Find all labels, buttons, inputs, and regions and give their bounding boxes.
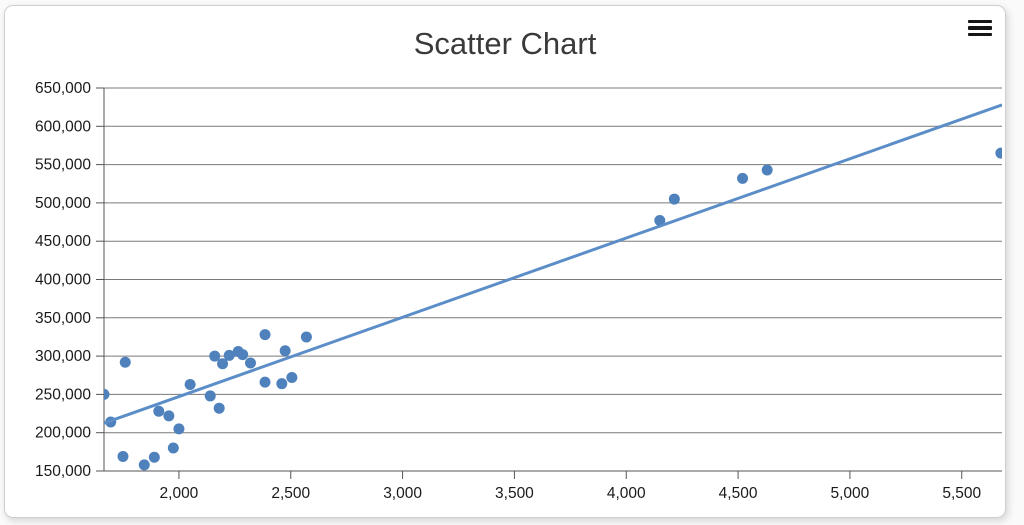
y-axis-label: 200,000 [35, 425, 91, 442]
export-menu-button[interactable] [964, 14, 996, 42]
y-axis-label: 600,000 [35, 118, 91, 135]
scatter-series [104, 147, 1002, 471]
x-axis-label: 2,500 [271, 485, 310, 502]
data-point [213, 402, 225, 414]
y-axis-label: 650,000 [35, 80, 91, 97]
x-axis-label: 2,000 [160, 485, 199, 502]
data-point [279, 345, 291, 357]
x-axis-label: 3,500 [495, 485, 534, 502]
y-axis-label: 450,000 [35, 233, 91, 250]
data-point [259, 376, 271, 388]
data-point [104, 388, 110, 400]
data-point [153, 405, 165, 417]
y-axis-label: 150,000 [35, 463, 91, 480]
data-point [737, 172, 749, 184]
y-axis-label: 500,000 [35, 195, 91, 212]
chart-title: Scatter Chart [413, 26, 597, 61]
y-axis-label: 550,000 [35, 157, 91, 174]
data-point [654, 215, 666, 227]
data-point [276, 378, 288, 390]
scatter-plot: 150,000 200,000 250,000 300,000 350,000 400,0… [35, 80, 1002, 502]
x-axis-label: 3,000 [383, 485, 422, 502]
data-point [117, 450, 129, 462]
data-point [237, 349, 249, 361]
data-point [244, 357, 256, 369]
data-point [286, 372, 298, 384]
data-point [173, 423, 185, 435]
y-axis-label: 300,000 [35, 348, 91, 365]
data-point [668, 193, 680, 205]
data-point [138, 459, 150, 471]
y-axis-label: 250,000 [35, 386, 91, 403]
x-axis-label: 4,500 [719, 485, 758, 502]
data-point [167, 442, 179, 454]
data-point [223, 349, 235, 361]
data-point [259, 329, 271, 341]
data-point [217, 358, 229, 370]
y-axis-label: 350,000 [35, 310, 91, 327]
x-axis-label: 5,500 [942, 485, 981, 502]
trend-line [104, 103, 1002, 425]
data-point [148, 451, 160, 463]
x-axis-label: 5,000 [831, 485, 870, 502]
data-point [761, 164, 773, 176]
data-point [209, 350, 221, 362]
data-point [119, 356, 131, 368]
data-point [163, 410, 175, 422]
y-axis-label: 400,000 [35, 272, 91, 289]
data-point [300, 331, 312, 343]
data-point [204, 390, 216, 402]
data-point [184, 378, 196, 390]
chart-card: Scatter Chart 150,000 200,000 250,000 300,0… [4, 5, 1006, 518]
data-point [995, 147, 1002, 159]
x-axis-label: 4,000 [607, 485, 646, 502]
